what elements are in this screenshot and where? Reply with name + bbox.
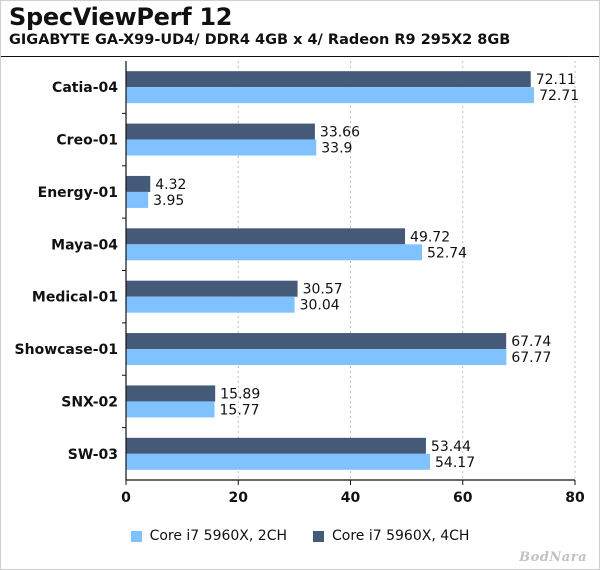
x-tick-label-60: 60 xyxy=(453,490,473,506)
x-tick-label-40: 40 xyxy=(341,490,361,506)
category-label-medical-01: Medical-01 xyxy=(32,290,118,306)
bar-2ch-showcase-01 xyxy=(126,349,507,366)
category-label-creo-01: Creo-01 xyxy=(56,133,118,149)
category-label-energy-01: Energy-01 xyxy=(38,185,118,201)
bar-4ch-catia-04 xyxy=(126,71,531,88)
data-label-2ch-snx-02: 15.77 xyxy=(220,402,260,418)
data-label-2ch-medical-01: 30.04 xyxy=(300,298,340,314)
data-label-4ch-sw-03: 53.44 xyxy=(431,439,471,455)
data-label-4ch-medical-01: 30.57 xyxy=(303,282,343,298)
data-label-2ch-maya-04: 52.74 xyxy=(427,245,467,261)
data-label-4ch-snx-02: 15.89 xyxy=(220,386,260,402)
bar-4ch-sw-03 xyxy=(126,437,426,454)
legend-swatch-2ch xyxy=(130,530,142,542)
bar-4ch-creo-01 xyxy=(126,123,315,140)
data-label-2ch-creo-01: 33.9 xyxy=(321,141,352,157)
bar-2ch-medical-01 xyxy=(126,296,295,313)
bar-2ch-sw-03 xyxy=(126,453,431,470)
legend-label-4ch: Core i7 5960X, 4CH xyxy=(332,528,470,544)
bar-2ch-creo-01 xyxy=(126,139,317,156)
data-label-4ch-creo-01: 33.66 xyxy=(320,125,360,141)
data-label-2ch-energy-01: 3.95 xyxy=(153,193,184,209)
chart-subtitle: GIGABYTE GA-X99-UD4/ DDR4 4GB x 4/ Radeo… xyxy=(9,32,511,48)
legend-item-4ch: Core i7 5960X, 4CH xyxy=(313,528,469,544)
bar-2ch-catia-04 xyxy=(126,87,535,104)
category-label-maya-04: Maya-04 xyxy=(51,237,118,253)
bar-4ch-showcase-01 xyxy=(126,333,507,350)
legend-item-2ch: Core i7 5960X, 2CH xyxy=(130,528,287,544)
data-label-4ch-showcase-01: 67.74 xyxy=(511,334,551,350)
legend-label-2ch: Core i7 5960X, 2CH xyxy=(149,528,287,544)
data-label-4ch-energy-01: 4.32 xyxy=(155,177,186,193)
data-label-2ch-sw-03: 54.17 xyxy=(435,455,475,471)
x-tick-label-20: 20 xyxy=(229,490,249,506)
bar-2ch-energy-01 xyxy=(126,191,149,208)
category-label-sw-03: SW-03 xyxy=(68,447,118,463)
category-label-showcase-01: Showcase-01 xyxy=(15,342,118,358)
legend-swatch-4ch xyxy=(313,530,324,542)
bar-4ch-energy-01 xyxy=(126,175,151,192)
bar-2ch-maya-04 xyxy=(126,244,423,261)
bar-4ch-maya-04 xyxy=(126,228,406,245)
chart-legend: Core i7 5960X, 2CH Core i7 5960X, 4CH xyxy=(1,523,599,549)
category-label-catia-04: Catia-04 xyxy=(52,80,118,96)
data-label-2ch-catia-04: 72.71 xyxy=(539,88,579,104)
category-label-snx-02: SNX-02 xyxy=(61,394,118,410)
chart-title: SpecViewPerf 12 xyxy=(9,3,233,31)
bar-2ch-snx-02 xyxy=(126,401,215,418)
data-label-4ch-catia-04: 72.11 xyxy=(536,72,576,88)
x-tick-label-0: 0 xyxy=(121,490,131,506)
x-tick-label-80: 80 xyxy=(565,490,585,506)
title-divider xyxy=(1,56,599,57)
watermark-logo: BodNara xyxy=(519,550,587,565)
bar-4ch-snx-02 xyxy=(126,385,216,402)
data-label-2ch-showcase-01: 67.77 xyxy=(511,350,551,366)
data-label-4ch-maya-04: 49.72 xyxy=(410,229,450,245)
bar-4ch-medical-01 xyxy=(126,280,298,297)
